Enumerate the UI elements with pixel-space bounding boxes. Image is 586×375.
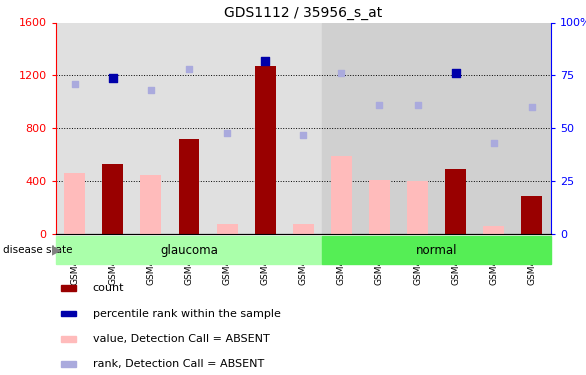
Text: disease state: disease state [3,245,73,255]
Text: percentile rank within the sample: percentile rank within the sample [93,309,281,318]
Point [451,70,461,76]
Text: glaucoma: glaucoma [160,244,218,257]
Bar [141,175,161,234]
Title: GDS1112 / 35956_s_at: GDS1112 / 35956_s_at [224,6,383,20]
Point [108,75,117,81]
Bar [132,22,170,234]
Point [298,132,308,138]
Bar [445,170,466,234]
Bar [179,139,199,234]
Point [260,58,270,64]
Point [223,130,232,136]
Point [413,102,422,108]
Bar [293,224,314,234]
Bar [255,66,275,234]
Bar [60,311,76,316]
Point [70,81,80,87]
Bar [483,226,504,234]
Bar [322,236,551,264]
Bar [64,174,85,234]
Bar [56,236,322,264]
Bar [246,22,284,234]
Bar [284,22,322,234]
Bar [407,182,428,234]
Bar [322,22,360,234]
Bar [60,362,76,367]
Bar [369,180,390,234]
Point [184,66,193,72]
Point [146,87,155,93]
Bar [170,22,208,234]
Bar [103,164,123,234]
Text: rank, Detection Call = ABSENT: rank, Detection Call = ABSENT [93,359,264,369]
Point [336,70,346,76]
Point [489,140,498,146]
Bar [331,156,352,234]
Text: ▶: ▶ [52,244,61,257]
Text: value, Detection Call = ABSENT: value, Detection Call = ABSENT [93,334,270,344]
Bar [522,196,542,234]
Bar [208,22,246,234]
Bar [60,285,76,291]
Text: count: count [93,283,124,293]
Bar [513,22,551,234]
Bar [60,336,76,342]
Bar [475,22,513,234]
Bar [398,22,437,234]
Bar [360,22,398,234]
Bar [56,22,94,234]
Bar [94,22,132,234]
Bar [437,22,475,234]
Point [527,104,537,110]
Point [375,102,384,108]
Text: normal: normal [416,244,457,257]
Bar [217,224,237,234]
